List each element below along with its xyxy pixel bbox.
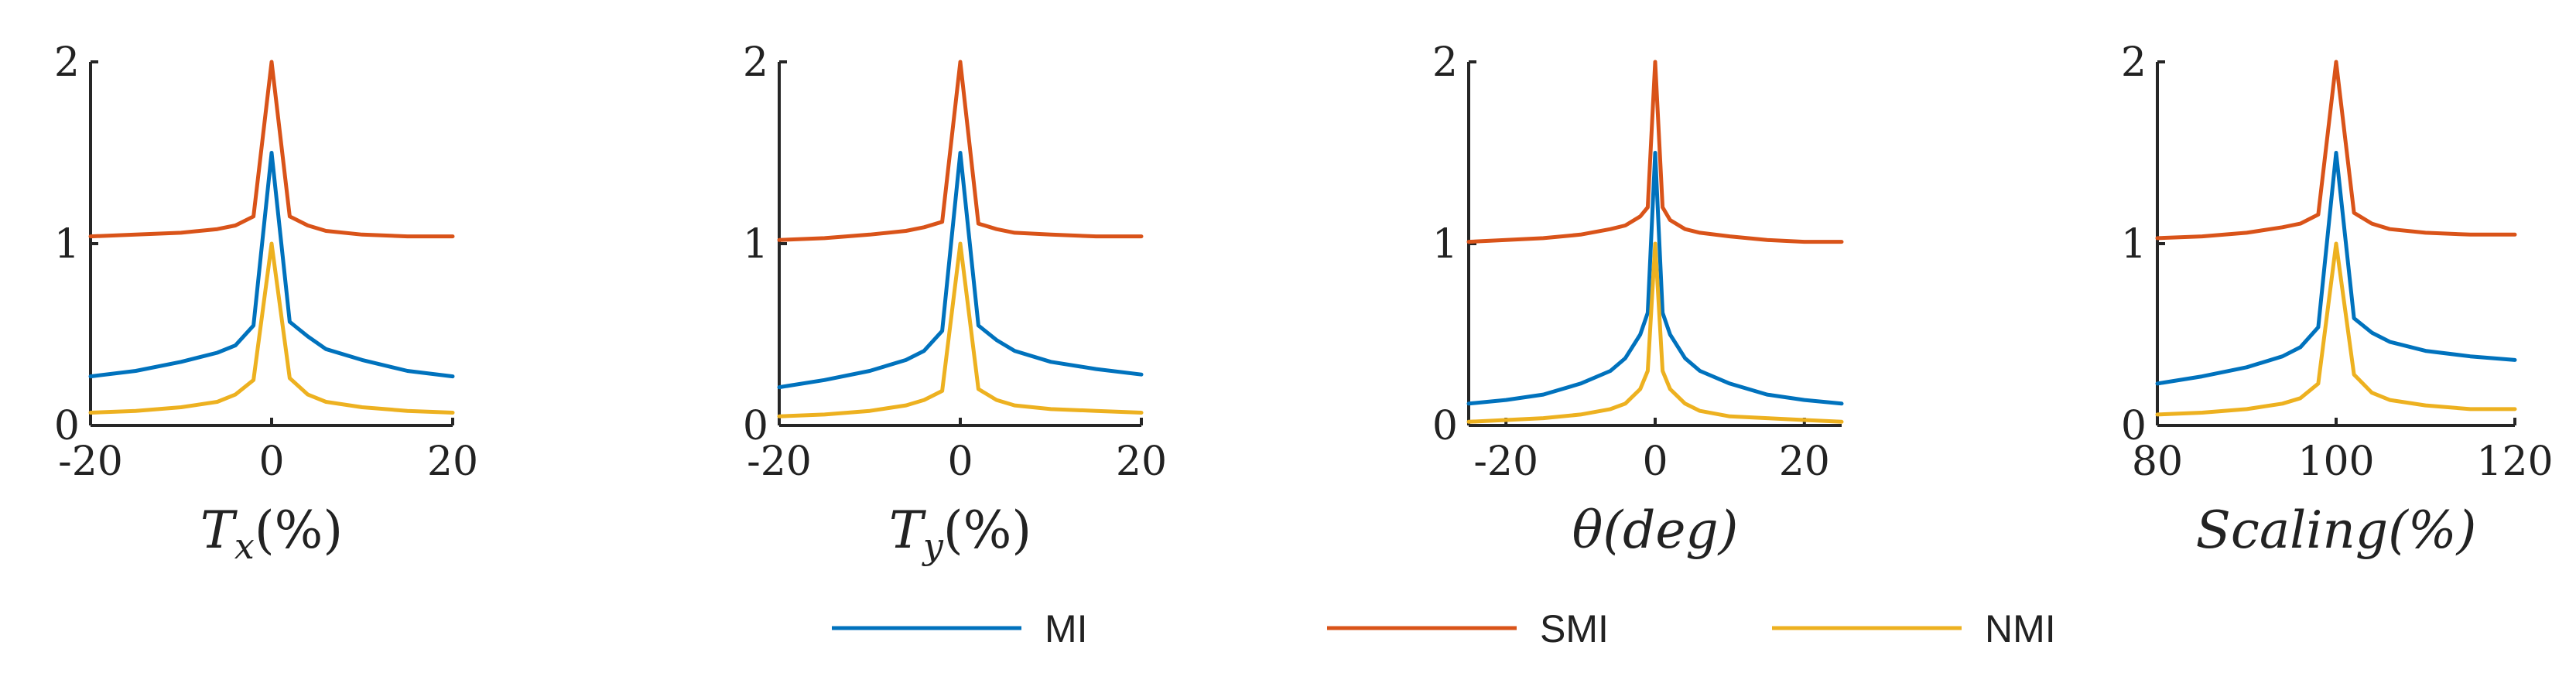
legend: MI SMI NMI: [832, 607, 2056, 651]
series-line-mi: [777, 151, 1144, 390]
series-line-smi: [1466, 60, 1844, 244]
x-tick-label: 0: [947, 439, 973, 485]
subplot-4: 0 1 2 80 100 120 Scaling(%): [2121, 39, 2554, 560]
x-tick-label: 20: [1779, 439, 1830, 485]
y-tick-label: 2: [1432, 39, 1458, 86]
legend-label: SMI: [1540, 607, 1609, 651]
x-axis-title: Scaling(%): [2196, 500, 2477, 560]
subplot-3: 0 1 2 -20 0 20 θ(deg): [1432, 39, 1844, 560]
legend-item-mi: MI: [832, 607, 1088, 651]
y-tick-label: 0: [2121, 403, 2147, 449]
y-tick-label: 1: [1432, 221, 1458, 268]
series-line-nmi: [1466, 241, 1844, 424]
x-tick-label: -20: [1473, 439, 1538, 485]
y-tick-label: 2: [54, 39, 80, 86]
series-line-mi: [2155, 151, 2517, 386]
legend-item-nmi: NMI: [1772, 607, 2056, 651]
y-tick-label: 0: [1432, 403, 1458, 449]
y-tick-label: 2: [743, 39, 768, 86]
legend-item-smi: SMI: [1327, 607, 1609, 651]
y-tick-label: 1: [743, 221, 768, 268]
x-axis-title: Ty(%): [889, 500, 1031, 567]
y-tick-label: 0: [54, 403, 80, 449]
y-tick-label: 1: [2121, 221, 2147, 268]
x-tick-label: 20: [427, 439, 478, 485]
x-tick-label: -20: [58, 439, 123, 485]
series-line-mi: [88, 151, 455, 379]
y-tick-label: 2: [2121, 39, 2147, 86]
legend-label: NMI: [1985, 607, 2056, 651]
x-tick-label: 20: [1116, 439, 1167, 485]
legend-label: MI: [1045, 607, 1088, 651]
series-line-nmi: [777, 241, 1144, 418]
x-tick-label: 100: [2297, 439, 2374, 485]
x-axis-title: θ(deg): [1572, 500, 1739, 560]
x-tick-label: 80: [2132, 439, 2183, 485]
y-tick-label: 0: [743, 403, 768, 449]
x-tick-label: 120: [2476, 439, 2553, 485]
series-line-smi: [777, 60, 1144, 242]
series-line-smi: [88, 60, 455, 239]
x-tick-label: -20: [747, 439, 812, 485]
series-line-mi: [1466, 151, 1844, 406]
y-tick-label: 1: [54, 221, 80, 268]
x-tick-label: 0: [1642, 439, 1668, 485]
x-axis-title: Tx(%): [200, 500, 343, 567]
series-line-nmi: [2155, 241, 2517, 417]
series-line-smi: [2155, 60, 2517, 241]
x-tick-label: 0: [258, 439, 284, 485]
series-line-nmi: [88, 241, 455, 415]
